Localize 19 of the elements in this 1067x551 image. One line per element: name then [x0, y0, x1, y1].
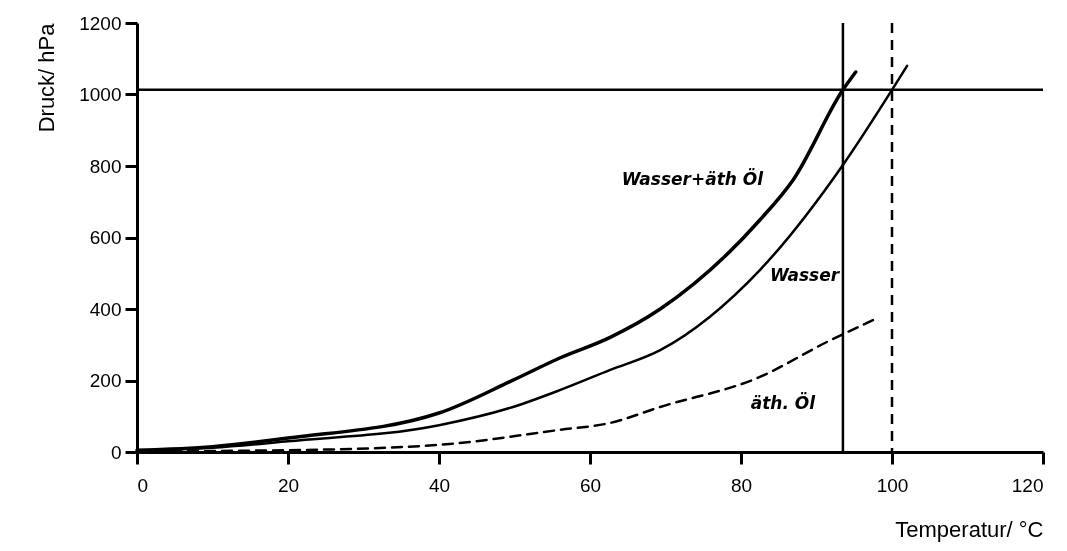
y-tick-label: 800 — [89, 155, 122, 177]
x-tick-label: 60 — [579, 474, 602, 496]
y-tick-label: 1200 — [79, 12, 122, 34]
series-label: äth. Öl — [750, 391, 817, 413]
series-label: Wasser — [769, 265, 841, 286]
x-axis-title: Temperatur/ °C — [895, 516, 1044, 542]
y-tick-label: 0 — [110, 441, 122, 463]
x-tick-label: 20 — [277, 474, 300, 496]
x-tick-label: 100 — [876, 474, 909, 496]
y-axis-title: Druck/ hPa — [34, 22, 60, 133]
series-label: Wasser+äth Öl — [621, 167, 765, 189]
x-tick-label: 0 — [137, 474, 149, 496]
y-tick-label: 400 — [89, 298, 122, 320]
x-tick-label: 40 — [428, 474, 451, 496]
y-tick-label: 600 — [89, 227, 122, 248]
y-tick-label: 200 — [89, 370, 122, 391]
x-tick-label: 120 — [1011, 474, 1044, 496]
x-tick-label: 80 — [730, 474, 753, 496]
y-tick-label: 1000 — [79, 84, 122, 105]
